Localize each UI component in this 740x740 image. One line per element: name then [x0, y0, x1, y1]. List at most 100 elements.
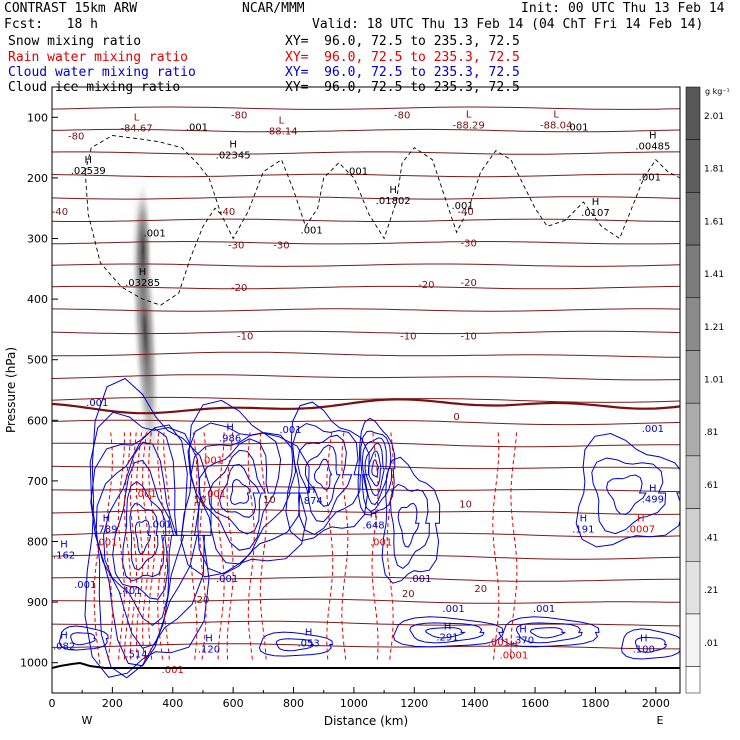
isotherm-line [52, 106, 680, 110]
rain-water-contours [93, 432, 518, 666]
isotherm-label: -10 [400, 331, 416, 342]
isotherm-label: -80 [394, 110, 410, 121]
cloud-ice-contour [84, 171, 222, 306]
isotherm-label: 10 [459, 499, 472, 510]
cloud-water-contour [360, 430, 393, 513]
model-title: CONTRAST 15km ARW [4, 1, 138, 16]
colorbar-swatch [685, 350, 701, 404]
extremum-marker: L [466, 109, 472, 120]
cloud-ice-contours [84, 135, 680, 306]
y-tick-label-5: 600 [27, 414, 48, 427]
extremum-marker: H [139, 267, 147, 278]
field-snow-xy: XY= 96.0, 72.5 to 235.3, 72.5 [285, 34, 520, 49]
colorbar-level-label: 1.61 [704, 217, 724, 227]
cloud-water-contour [389, 483, 430, 570]
rain-water-contour [123, 432, 132, 660]
extremum-marker: H [510, 640, 518, 651]
extremum-marker: H [308, 485, 316, 496]
extremum-value: .00485 [635, 142, 670, 153]
colorbar-level-label: .61 [704, 481, 718, 491]
rain-water-contour [386, 432, 394, 660]
cloud-water-contours [58, 377, 680, 679]
cloud-water-contour [190, 432, 291, 565]
cloud-water-contour [198, 438, 276, 551]
cloud-water-contour [208, 449, 267, 535]
rain-water-contour [142, 432, 150, 660]
extremum-value: .648 [362, 520, 384, 531]
isotherm-label: 20 [474, 584, 487, 595]
isotherm-line [52, 263, 680, 267]
x-tick-label-0: 0 [49, 697, 56, 710]
contour-value-label: .001 [74, 580, 96, 591]
extremum-marker: H [60, 540, 68, 551]
x-tick-label-1: 200 [102, 697, 123, 710]
x-tick-label-2: 400 [162, 697, 183, 710]
colorbar: 2.01 1.81 1.61 1.41 1.21 1.01 .81 .61 .41 .21 .01 [685, 86, 724, 694]
extremum-value: .01802 [376, 196, 411, 207]
colorbar-swatch [685, 561, 701, 615]
cloud-water-contour [112, 459, 175, 600]
field-cloud-water-xy: XY= 96.0, 72.5 to 235.3, 72.5 [285, 65, 520, 80]
cloud-water-contour [409, 622, 485, 644]
cloud-ice-contour [84, 135, 680, 240]
isotherm-line [52, 463, 680, 470]
contour-value-label: .001 [370, 538, 392, 549]
cloud-water-contour [424, 627, 466, 639]
rain-water-contour [190, 432, 198, 660]
field-rain-label: Rain water mixing ratio [8, 50, 189, 65]
valid-time: Valid: 18 UTC Thu 13 Feb 14 (04 ChT Fri … [312, 17, 704, 32]
extremum-marker: H [649, 483, 657, 494]
colorbar-swatch [685, 297, 701, 351]
cloud-water-contour [95, 427, 185, 649]
colorbar-swatch [685, 508, 701, 562]
field-cloud-water-label: Cloud water mixing ratio [8, 65, 196, 80]
cloud-water-contour [367, 450, 382, 487]
extremum-value: .120 [198, 645, 220, 656]
isotherm-label: -20 [460, 278, 476, 289]
cloud-water-contour [180, 399, 310, 578]
rain-water-contour [105, 432, 113, 660]
isotherm-line [52, 374, 680, 381]
cloud-water-contour [70, 632, 96, 646]
cloud-water-contour [605, 474, 647, 515]
rain-water-contour [135, 432, 143, 660]
rain-water-contour [259, 432, 267, 660]
isotherm-line [52, 576, 680, 582]
x-tick-label-7: 1400 [461, 697, 489, 710]
rain-water-contour [326, 432, 334, 660]
extremum-marker: H [444, 621, 452, 632]
cloud-water-contour [357, 417, 396, 516]
extremum-value: .0107 [581, 208, 610, 219]
contour-value-label: .001 [86, 398, 108, 409]
isotherm-label: -40 [52, 207, 68, 218]
init-time: Init: 00 UTC Thu 13 Feb 14 [521, 1, 725, 16]
east-endpoint-label: E [657, 714, 664, 727]
y-tick-label-9: 1000 [20, 657, 48, 670]
isotherm-line [52, 308, 680, 312]
colorbar-swatch [685, 86, 701, 140]
isotherm-line [52, 508, 680, 515]
cloud-water-contour [501, 616, 600, 648]
extremum-marker: L [279, 115, 285, 126]
extremum-value: .0001 [500, 651, 529, 662]
colorbar-level-label: .01 [704, 639, 718, 649]
extremum-marker: H [519, 624, 527, 635]
extremum-marker: H [60, 631, 68, 642]
cloud-water-contour [591, 457, 667, 535]
isotherm-line [52, 643, 680, 650]
colorbar-level-label: 1.21 [704, 323, 724, 333]
isotherm-label: -30 [228, 241, 244, 252]
extremum-value: -88.29 [453, 120, 485, 131]
rain-water-contour [492, 432, 500, 660]
isotherm-label: -20 [231, 283, 247, 294]
colorbar-swatch [685, 455, 701, 509]
contour-value-label: .001 [488, 637, 510, 648]
isotherm-label: -40 [457, 207, 473, 218]
extremum-marker: H [649, 131, 657, 142]
rain-water-contour [117, 432, 126, 660]
rain-water-contour [129, 432, 137, 660]
contour-value-label: .001 [95, 538, 117, 549]
extremum-value: .02345 [216, 151, 251, 162]
plot-frame [51, 86, 681, 694]
cloud-water-contour [313, 458, 333, 491]
